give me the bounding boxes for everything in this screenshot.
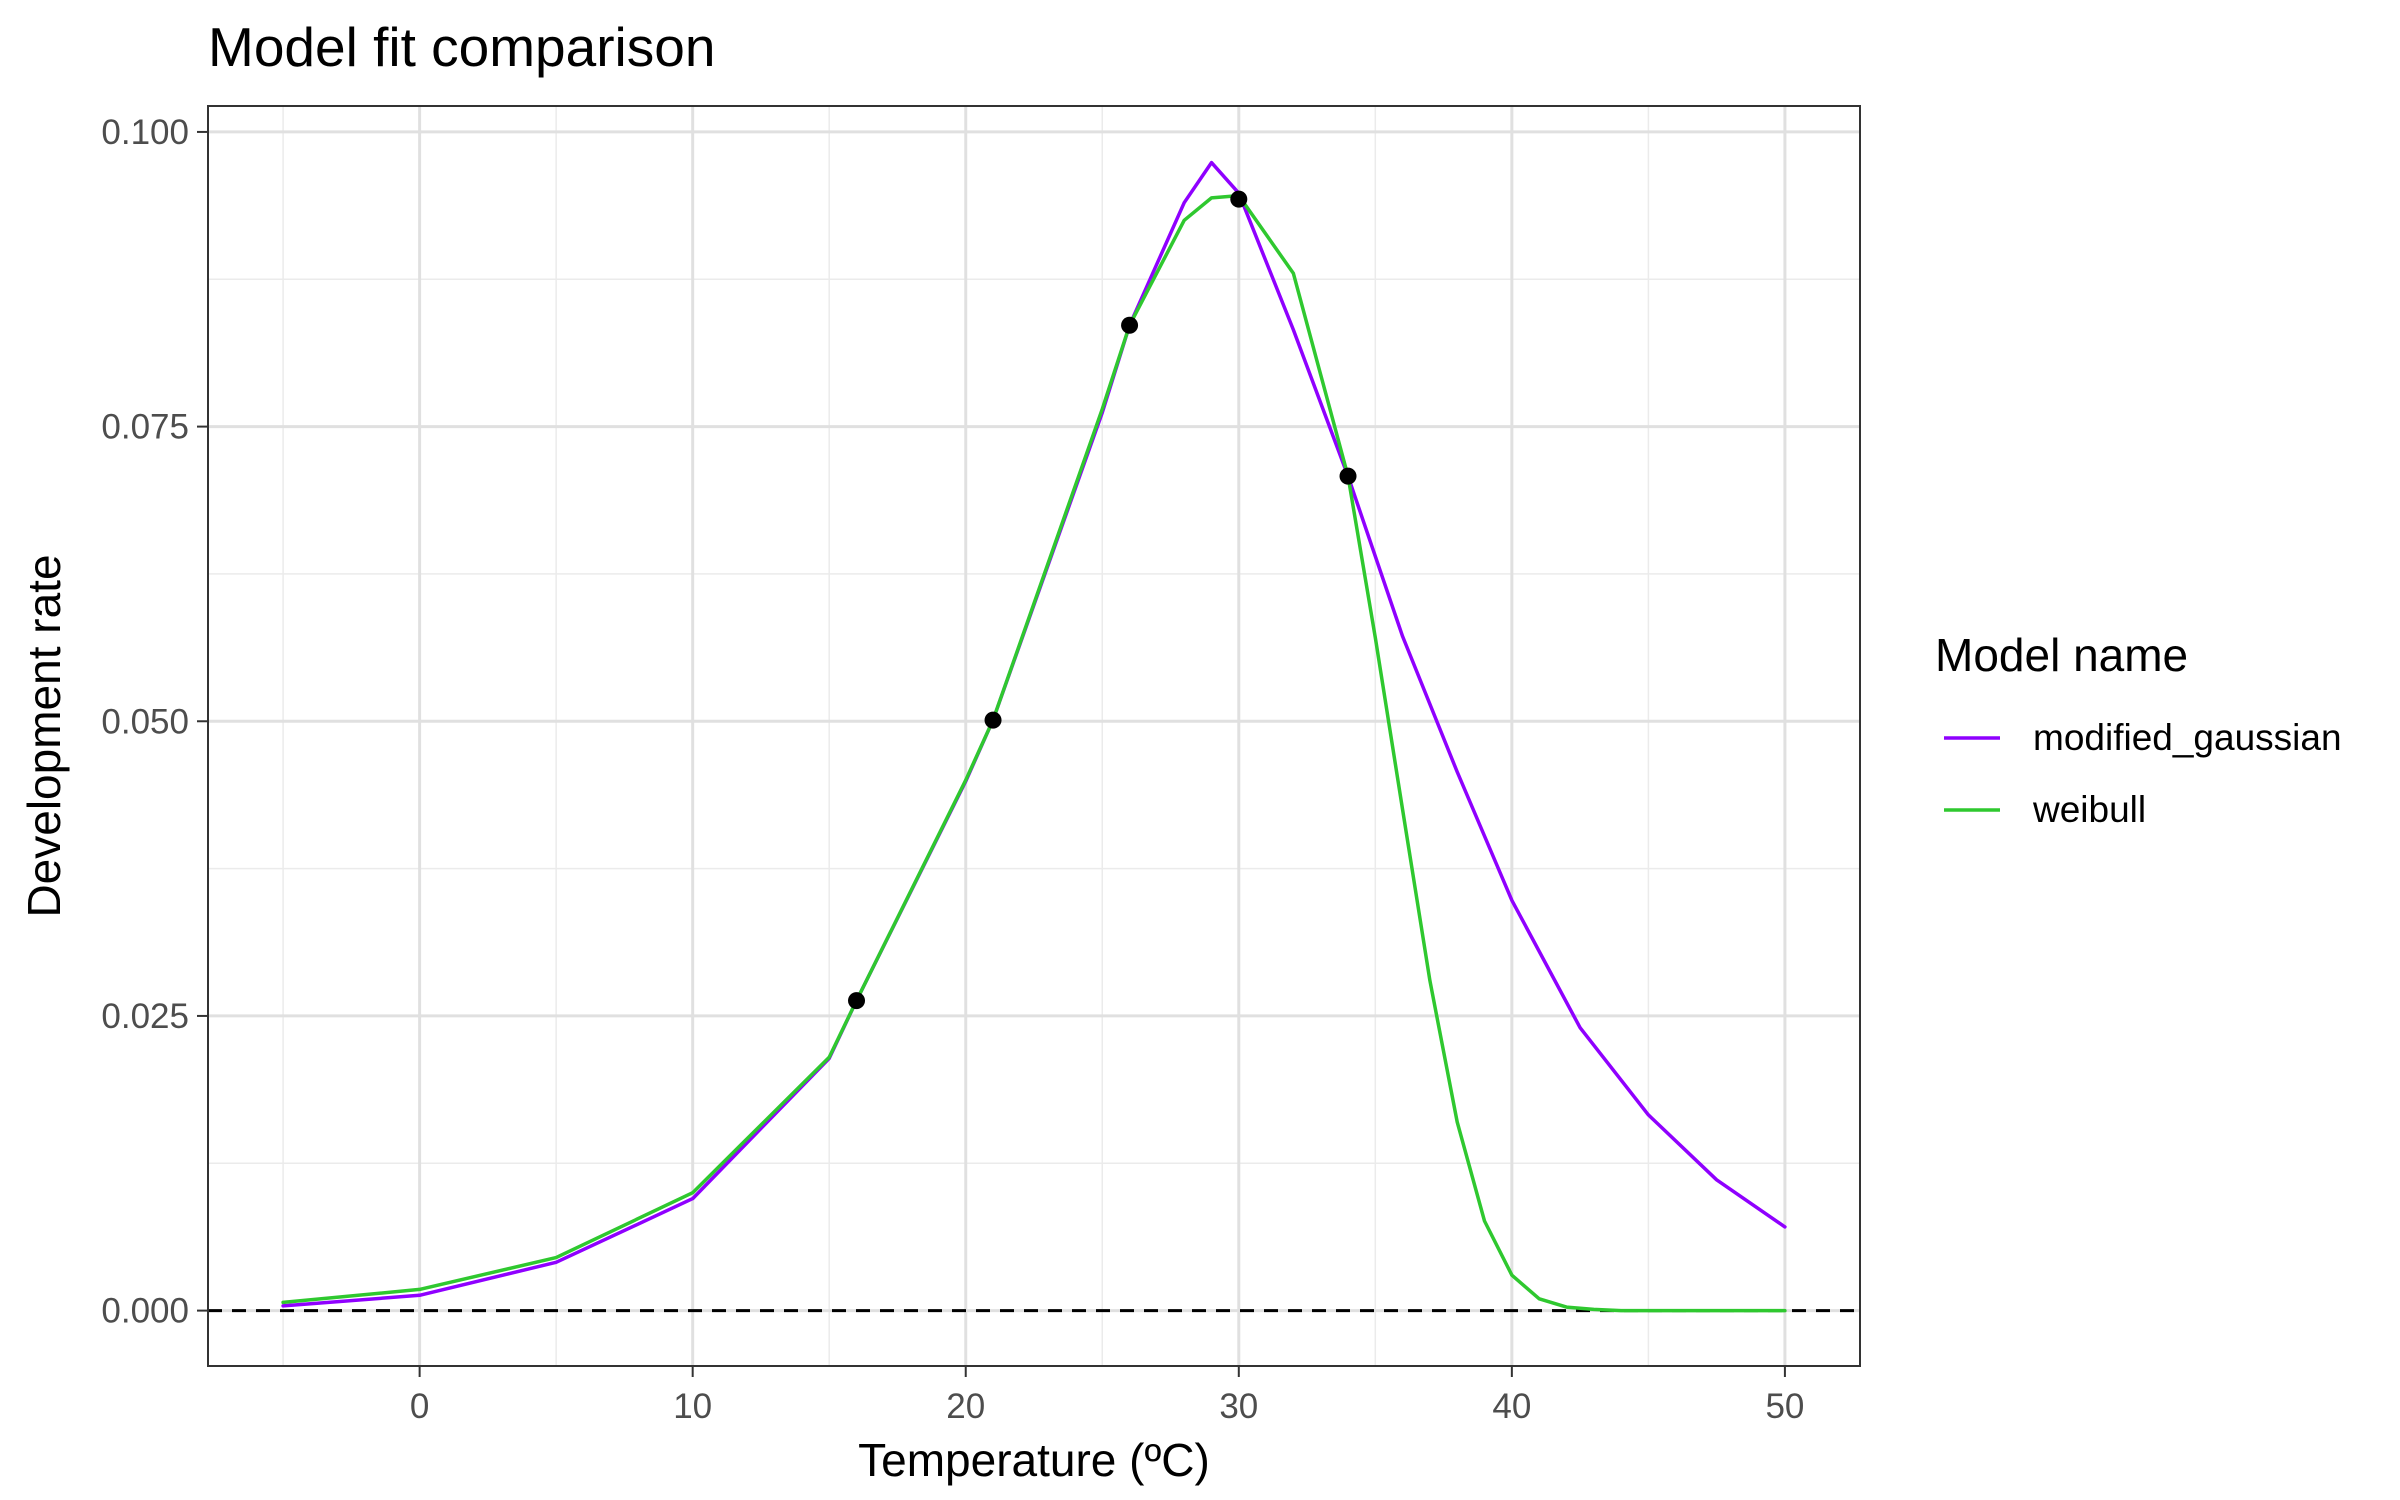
x-tick-label: 40: [1492, 1387, 1531, 1426]
y-axis: 0.000 0.025 0.050 0.075 0.100: [101, 113, 208, 1331]
y-tick-label: 0.100: [101, 113, 189, 152]
y-tick-label: 0.075: [101, 408, 189, 447]
data-points: [848, 190, 1357, 1010]
legend: Model name modified_gaussian weibull: [1935, 629, 2342, 830]
data-point: [1339, 467, 1357, 485]
y-tick-label: 0.000: [101, 1292, 189, 1331]
x-tick-label: 20: [946, 1387, 985, 1426]
data-point: [1230, 190, 1248, 208]
x-tick-label: 10: [673, 1387, 712, 1426]
legend-label-modified-gaussian: modified_gaussian: [2033, 717, 2342, 758]
plot-panel-border: [207, 105, 1861, 1367]
grid-minor: [208, 106, 1860, 1366]
x-tick-label: 0: [410, 1387, 429, 1426]
chart-title: Model fit comparison: [208, 16, 715, 78]
plot-panel: [208, 106, 1860, 1366]
x-axis-title: Temperature (ºC): [858, 1434, 1210, 1486]
data-point: [984, 711, 1002, 729]
series-layer: [281, 160, 1787, 1313]
series-line-weibull: [281, 193, 1787, 1313]
legend-item-weibull: weibull: [1944, 789, 2146, 830]
x-axis: 0 10 20 30 40 50: [410, 1366, 1804, 1426]
x-tick-label: 30: [1219, 1387, 1258, 1426]
data-point: [848, 992, 866, 1010]
series-line-modified-gaussian: [281, 160, 1787, 1308]
y-tick-label: 0.050: [101, 702, 189, 741]
y-axis-title: Development rate: [18, 554, 70, 917]
x-tick-label: 50: [1765, 1387, 1804, 1426]
y-tick-label: 0.025: [101, 997, 189, 1036]
grid-major: [208, 106, 1860, 1366]
legend-title: Model name: [1935, 629, 2188, 681]
legend-item-modified-gaussian: modified_gaussian: [1944, 717, 2342, 758]
data-point: [1121, 316, 1139, 334]
legend-label-weibull: weibull: [2032, 789, 2146, 830]
